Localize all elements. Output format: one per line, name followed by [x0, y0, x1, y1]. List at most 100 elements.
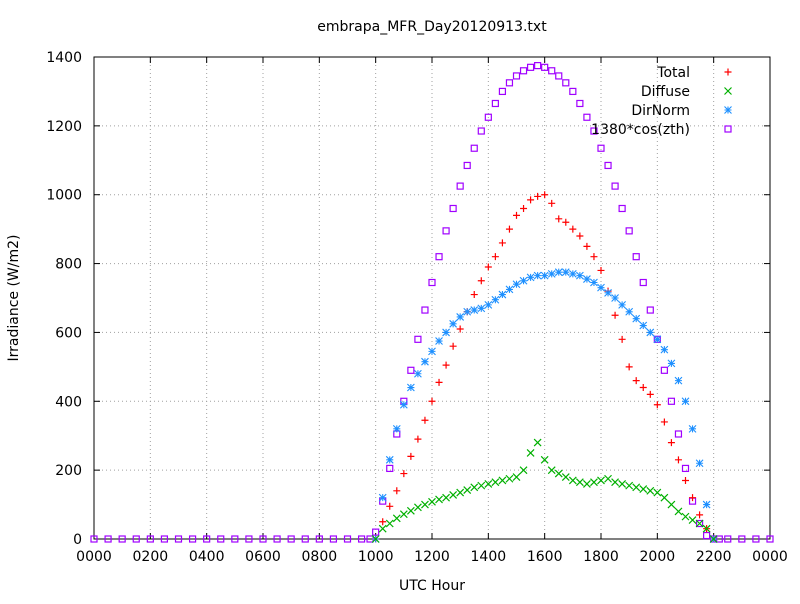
- data-point: [421, 500, 429, 509]
- data-point: [386, 464, 394, 473]
- data-point: [435, 378, 443, 386]
- data-point: [660, 345, 669, 354]
- data-point: [245, 535, 253, 543]
- data-point: [463, 307, 472, 316]
- data-point: [174, 535, 183, 543]
- data-point: [703, 531, 711, 540]
- data-point: [470, 291, 478, 299]
- chart-title: embrapa_MFR_Day20120913.txt: [317, 19, 547, 35]
- data-point: [132, 535, 140, 543]
- x-tick-label: 0400: [189, 549, 225, 565]
- data-point: [583, 242, 591, 250]
- data-point: [315, 535, 323, 543]
- x-tick-label: 0200: [133, 549, 169, 565]
- data-point: [667, 359, 676, 368]
- data-point: [392, 424, 401, 433]
- data-point: [442, 361, 450, 369]
- data-point: [702, 524, 711, 533]
- data-point: [505, 225, 513, 233]
- data-point: [618, 479, 627, 488]
- x-tick-label: 1200: [414, 549, 450, 565]
- data-point: [435, 337, 443, 345]
- data-point: [203, 535, 211, 543]
- data-point: [547, 466, 556, 475]
- data-point: [90, 535, 98, 543]
- data-point: [555, 215, 563, 223]
- series-layer: [90, 62, 774, 543]
- data-point: [414, 335, 422, 343]
- x-tick-label: 0000: [76, 549, 112, 565]
- data-point: [611, 311, 619, 319]
- data-point: [667, 500, 676, 509]
- data-point: [526, 449, 535, 457]
- x-axis-label: UTC Hour: [399, 578, 465, 594]
- data-point: [590, 278, 598, 287]
- data-point: [611, 478, 620, 487]
- x-tick-label: 1600: [527, 549, 563, 565]
- data-point: [667, 439, 675, 447]
- y-tick-label: 800: [55, 257, 82, 273]
- data-point: [611, 294, 619, 302]
- data-point: [681, 397, 690, 406]
- data-point: [674, 376, 683, 385]
- data-point: [512, 72, 521, 80]
- x-tick-label: 0000: [752, 549, 788, 565]
- data-point: [639, 384, 647, 392]
- data-point: [590, 478, 598, 487]
- data-point: [519, 276, 528, 285]
- data-point: [421, 306, 429, 314]
- data-point: [618, 300, 627, 309]
- data-point: [498, 239, 506, 247]
- data-point: [160, 535, 169, 543]
- data-point: [513, 211, 520, 219]
- data-point: [428, 347, 436, 356]
- data-point: [526, 63, 535, 71]
- data-point: [449, 491, 458, 499]
- data-point: [575, 478, 584, 487]
- data-point: [435, 253, 443, 261]
- data-point: [639, 321, 648, 330]
- data-point: [449, 319, 458, 328]
- data-point: [399, 510, 408, 519]
- data-point: [696, 511, 704, 519]
- data-point: [505, 79, 514, 87]
- legend-label: Total: [656, 65, 690, 81]
- data-point: [449, 342, 457, 350]
- data-point: [428, 278, 436, 287]
- legend-label: DirNorm: [631, 103, 690, 119]
- data-point: [639, 485, 648, 494]
- data-point: [386, 502, 394, 510]
- data-point: [702, 500, 711, 509]
- data-point: [562, 79, 570, 87]
- data-point: [682, 476, 689, 484]
- data-point: [435, 495, 443, 504]
- data-point: [413, 503, 422, 512]
- data-point: [104, 535, 112, 543]
- data-point: [378, 524, 387, 533]
- data-point: [681, 512, 690, 521]
- data-point: [449, 204, 457, 213]
- data-point: [604, 474, 612, 483]
- y-tick-label: 200: [55, 463, 82, 479]
- axis-ticks: 0000 0200 0400 0600 0800 1000 1200 1400 1600 1800…: [46, 50, 787, 565]
- data-point: [738, 535, 746, 543]
- data-point: [568, 476, 577, 485]
- data-point: [569, 225, 577, 233]
- data-point: [343, 535, 352, 543]
- data-point: [541, 191, 549, 199]
- data-point: [392, 514, 401, 523]
- legend-marker: [724, 125, 732, 133]
- data-point: [590, 253, 598, 261]
- data-point: [407, 366, 415, 374]
- data-point: [555, 72, 563, 80]
- data-point: [470, 144, 478, 152]
- x-tick-label: 0800: [302, 549, 338, 565]
- data-point: [695, 519, 704, 528]
- data-point: [259, 535, 267, 543]
- data-point: [442, 328, 450, 337]
- data-point: [583, 113, 591, 121]
- data-point: [477, 277, 485, 285]
- data-point: [406, 506, 415, 515]
- series-1: [371, 438, 718, 543]
- data-point: [456, 325, 464, 333]
